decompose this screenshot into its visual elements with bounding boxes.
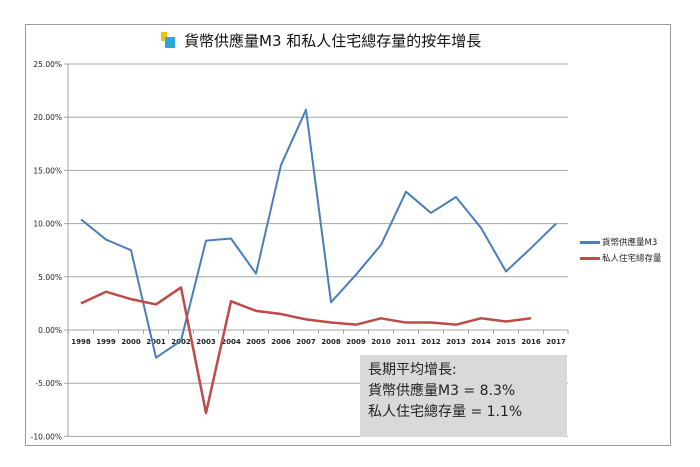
legend-label: 貨幣供應量M3 <box>602 238 658 248</box>
chart-title-text: 貨幣供應量M3 和私人住宅總存量的按年增長 <box>184 32 482 50</box>
x-tick-label: 2009 <box>346 338 366 346</box>
annotation-housing: 私人住宅總存量 = 1.1% <box>368 404 523 420</box>
x-tick-label: 2008 <box>321 338 341 346</box>
x-tick-label: 2003 <box>196 338 216 346</box>
x-tick-label: 2011 <box>396 338 416 346</box>
legend-label: 私人住宅總存量 <box>602 254 662 264</box>
x-tick-label: 2004 <box>221 338 241 346</box>
y-tick-label: 10.00% <box>33 220 62 229</box>
chart-frame <box>25 24 671 446</box>
x-tick-label: 2006 <box>271 338 291 346</box>
x-tick-label: 1998 <box>71 338 91 346</box>
y-tick-label: 20.00% <box>33 113 62 122</box>
x-tick-label: 2013 <box>446 338 466 346</box>
y-tick-label: 25.00% <box>33 60 62 69</box>
annotation-m3: 貨幣供應量M3 = 8.3% <box>368 383 516 399</box>
x-tick-label: 2017 <box>546 338 566 346</box>
annotation-heading: 長期平均增長: <box>368 362 457 378</box>
x-tick-label: 2005 <box>246 338 266 346</box>
y-tick-label: 0.00% <box>38 326 62 335</box>
x-tick-label: 2007 <box>296 338 316 346</box>
legend-item-m3: 貨幣供應量M3 <box>580 236 657 248</box>
x-tick-label: 2002 <box>171 338 191 346</box>
x-tick-label: 2014 <box>471 338 491 346</box>
x-tick-label: 2016 <box>521 338 541 346</box>
x-tick-label: 2012 <box>421 338 441 346</box>
legend-swatch <box>580 240 600 244</box>
series-line-m3 <box>80 108 557 359</box>
chart-title: 貨幣供應量M3 和私人住宅總存量的按年增長 <box>160 30 481 51</box>
x-tick-label: 1999 <box>96 338 116 346</box>
x-tick-label: 2010 <box>371 338 391 346</box>
y-tick-label: -10.00% <box>31 432 62 441</box>
y-tick-label: 5.00% <box>38 273 62 282</box>
logo-icon <box>160 31 176 50</box>
legend-item-housing: 私人住宅總存量 <box>580 252 662 264</box>
annotation-box: 長期平均增長: 貨幣供應量M3 = 8.3% 私人住宅總存量 = 1.1% <box>360 355 567 437</box>
y-tick-label: -5.00% <box>35 379 62 388</box>
legend-swatch <box>580 256 600 260</box>
x-tick-label: 2001 <box>146 338 166 346</box>
y-tick-label: 15.00% <box>33 166 62 175</box>
x-tick-label: 2000 <box>121 338 141 346</box>
x-tick-label: 2015 <box>496 338 516 346</box>
